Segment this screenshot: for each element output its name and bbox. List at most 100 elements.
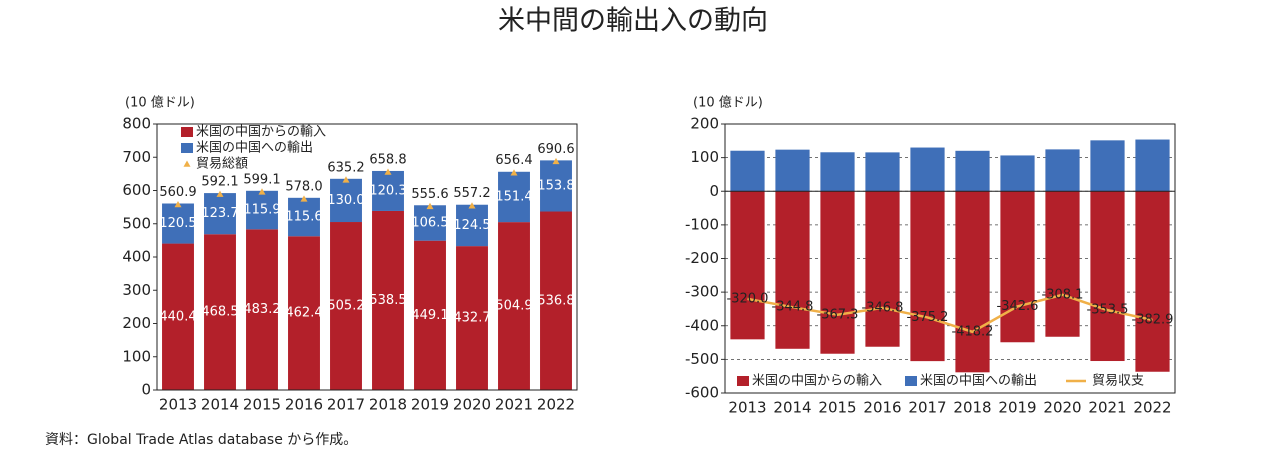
bar-segment (246, 190, 278, 230)
bar-segment (775, 191, 810, 349)
data-label: 115.6 (285, 210, 322, 225)
marker (552, 157, 560, 165)
x-tick-label: 2016 (285, 396, 323, 414)
legend-text: 米国の中国への輸出 (920, 374, 1037, 389)
x-tick-label: 2019 (998, 399, 1036, 417)
y-axis-label: (10 億ドル) (693, 95, 763, 111)
bar-segment (330, 222, 362, 390)
x-tick-label: 2013 (159, 396, 197, 414)
data-label: -320.0 (727, 291, 769, 306)
x-tick-label: 2019 (411, 396, 449, 414)
data-label: -418.2 (952, 324, 994, 339)
bar-segment (1090, 140, 1125, 192)
marker (342, 176, 350, 183)
bar-segment (910, 147, 945, 192)
marker (384, 168, 392, 175)
bar-segment (162, 243, 194, 390)
data-label: 432.7 (453, 311, 490, 326)
bar-segment (456, 204, 488, 247)
x-tick-label: 2017 (327, 396, 365, 414)
bar-segment (820, 191, 855, 354)
y-tick-label: 500 (122, 214, 151, 232)
bar-segment (498, 171, 530, 223)
x-tick-label: 2013 (728, 399, 766, 417)
bar-segment (730, 191, 765, 340)
legend-swatch (181, 143, 193, 153)
bar-segment (910, 191, 945, 362)
x-tick-label: 2020 (1043, 399, 1081, 417)
data-label: 599.1 (243, 172, 280, 187)
bar-segment (204, 234, 236, 390)
legend-text: 米国の中国からの輸入 (752, 374, 882, 389)
data-label: 462.4 (285, 306, 322, 321)
y-tick-label: -100 (685, 215, 719, 233)
data-label: 115.9 (243, 203, 280, 218)
bar-segment (730, 150, 765, 192)
y-tick-label: 600 (122, 181, 151, 199)
x-tick-label: 2022 (537, 396, 575, 414)
bar-segment (1135, 139, 1170, 192)
bar-segment (372, 210, 404, 390)
x-tick-label: 2014 (773, 399, 811, 417)
legend-text: 米国の中国への輸出 (196, 141, 313, 156)
y-tick-label: 0 (709, 182, 719, 200)
bar-segment (456, 246, 488, 390)
data-label: 690.6 (537, 142, 574, 157)
bar-segment (955, 191, 990, 373)
bar-segment (865, 152, 900, 192)
data-label: 120.3 (369, 183, 406, 198)
data-label: 536.8 (537, 293, 574, 308)
y-tick-label: 300 (122, 281, 151, 299)
marker (468, 202, 476, 209)
data-label: -382.9 (1132, 313, 1174, 328)
legend-swatch (737, 376, 749, 386)
data-label: 505.2 (327, 299, 364, 314)
bar-segment (498, 222, 530, 390)
bar-segment (1045, 149, 1080, 192)
bar-segment (204, 193, 236, 235)
y-tick-label: 100 (122, 347, 151, 365)
bar-segment (775, 149, 810, 192)
bar-segment (330, 178, 362, 223)
x-tick-label: 2018 (953, 399, 991, 417)
y-tick-label: -600 (685, 384, 719, 402)
legend-text: 貿易総額 (196, 157, 248, 172)
y-tick-label: -300 (685, 283, 719, 301)
bar-segment (1000, 191, 1035, 343)
y-tick-label: 700 (122, 148, 151, 166)
data-label: -367.3 (817, 307, 859, 322)
data-label: 483.2 (243, 302, 280, 317)
data-label: 440.4 (159, 309, 196, 324)
data-label: 151.4 (495, 189, 532, 204)
legend-swatch (905, 376, 917, 386)
data-label: 120.5 (159, 216, 196, 231)
data-label: -308.1 (1042, 287, 1084, 302)
bar-segment (540, 211, 572, 390)
y-tick-label: 400 (122, 248, 151, 266)
data-label: 592.1 (201, 175, 238, 190)
y-tick-label: -200 (685, 249, 719, 267)
bar-segment (246, 229, 278, 390)
bar-segment (1000, 155, 1035, 192)
marker (216, 190, 224, 197)
source-note: 資料：Global Trade Atlas database から作成。 (45, 432, 357, 448)
y-tick-label: 200 (122, 314, 151, 332)
y-tick-label: -500 (685, 350, 719, 368)
data-label: 124.5 (453, 218, 490, 233)
bar-segment (162, 203, 194, 244)
x-tick-label: 2020 (453, 396, 491, 414)
bar-segment (865, 191, 900, 347)
marker (510, 169, 518, 176)
data-label: 153.8 (537, 178, 574, 193)
bar-segment (955, 150, 990, 192)
bar-segment (540, 160, 572, 212)
data-label: 555.6 (411, 187, 448, 202)
marker (300, 195, 308, 202)
x-tick-label: 2022 (1133, 399, 1171, 417)
page-title: 米中間の輸出入の動向 (498, 6, 768, 37)
x-tick-label: 2015 (243, 396, 281, 414)
x-tick-label: 2021 (1088, 399, 1126, 417)
marker (174, 201, 182, 208)
data-label: 449.1 (411, 308, 448, 323)
